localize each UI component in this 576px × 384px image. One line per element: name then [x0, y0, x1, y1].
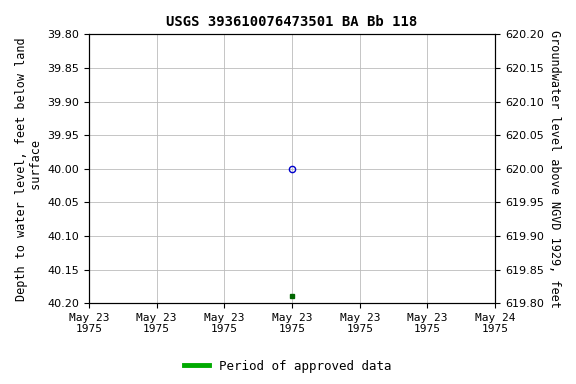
Y-axis label: Groundwater level above NGVD 1929, feet: Groundwater level above NGVD 1929, feet — [548, 30, 561, 308]
Y-axis label: Depth to water level, feet below land
 surface: Depth to water level, feet below land su… — [15, 37, 43, 301]
Title: USGS 393610076473501 BA Bb 118: USGS 393610076473501 BA Bb 118 — [166, 15, 418, 29]
Legend: Period of approved data: Period of approved data — [179, 355, 397, 378]
